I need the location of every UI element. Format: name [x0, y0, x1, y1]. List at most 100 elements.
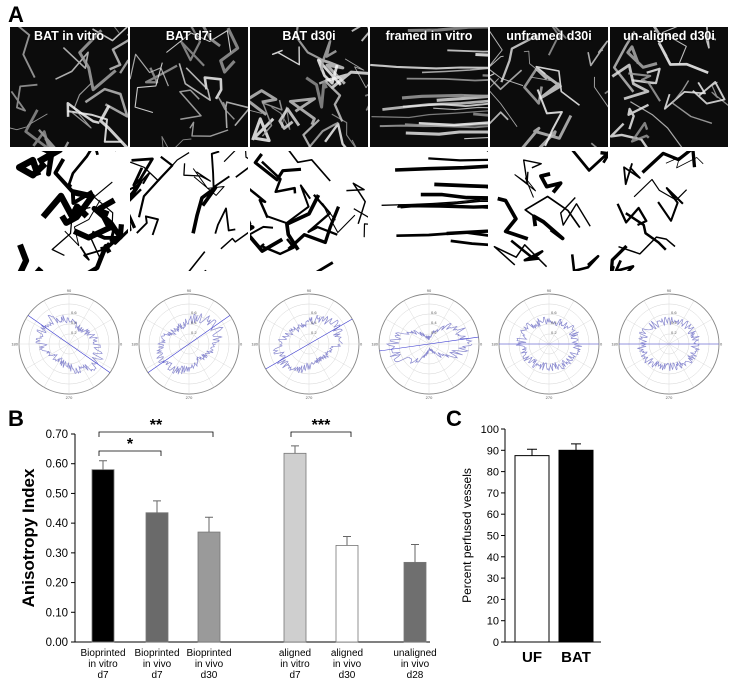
polar-tick-label: 270 [186, 395, 193, 400]
binarized-vessels [15, 151, 128, 271]
tile-label: un-aligned d30i [623, 29, 715, 43]
significance-bracket [290, 431, 352, 437]
polar-plot: 90 270 180 0 0.2 0.4 0.6 [371, 288, 483, 400]
x-tick-label: aligned [279, 648, 311, 659]
y-tick-label: 10 [487, 616, 499, 628]
polar-tick-label: 0.2 [671, 330, 677, 335]
x-tick-label: d30 [201, 670, 218, 681]
significance-label: * [127, 436, 134, 453]
bar [514, 455, 550, 643]
y-tick-label: 0.70 [46, 429, 68, 441]
y-tick-label: 0.00 [46, 637, 68, 649]
anisotropy-bar-chart: 0.00 0.10 0.20 0.30 0.40 0.50 0.60 0.70 Anisotro… [19, 417, 437, 681]
x-tick-label: d7 [97, 670, 109, 681]
x-tick-label: in vivo [333, 659, 362, 670]
x-tick-label: in vitro [88, 659, 118, 670]
bar [91, 469, 115, 643]
micrograph-tile: un-aligned d30i [610, 27, 728, 147]
polar-tick-label: 180 [491, 342, 498, 347]
bar [145, 512, 169, 643]
polar-plot: 90 270 180 0 0.2 0.4 0.6 [491, 288, 603, 400]
micrograph-vessels [130, 27, 248, 147]
x-tick-label: d28 [407, 670, 424, 681]
micrograph-vessels [610, 27, 728, 147]
x-tick-label: in vitro [280, 659, 310, 670]
polar-tick-label: 0 [240, 342, 243, 347]
panel-a-label: A [8, 2, 24, 27]
polar-tick-label: 0.2 [71, 330, 77, 335]
panel-c-label: C [446, 406, 462, 431]
micrograph-tile: BAT d7i [130, 27, 248, 147]
y-tick-label: 0.50 [46, 488, 68, 500]
polar-tick-label: 0.2 [551, 330, 557, 335]
tile-label: framed in vitro [385, 29, 473, 43]
x-tick-label: d7 [151, 670, 163, 681]
bar [197, 531, 221, 643]
polar-tick-label: 180 [371, 342, 378, 347]
x-tick-label: aligned [331, 648, 363, 659]
x-tick-label: Bioprinted [134, 648, 179, 659]
panel-b-label: B [8, 406, 24, 431]
polar-tick-label: 0.4 [551, 320, 557, 325]
binarized-tile [10, 151, 128, 271]
error-bar [205, 516, 213, 533]
micrograph-vessels [250, 27, 368, 147]
polar-tick-label: 90 [67, 288, 72, 293]
tile-label: BAT d7i [165, 29, 213, 43]
tile-label: unframed d30i [506, 29, 592, 43]
binarized-vessels [250, 151, 368, 271]
x-tick-label: Bioprinted [80, 648, 125, 659]
y-axis-title: Anisotropy Index [19, 468, 38, 607]
bar [403, 561, 427, 643]
micrograph-vessels [490, 27, 608, 147]
polar-tick-label: 0 [360, 342, 363, 347]
binarized-tile [610, 151, 728, 271]
micrograph-tile: framed in vitro [370, 27, 488, 147]
y-tick-label: 20 [487, 594, 499, 606]
error-bar [99, 460, 107, 470]
micrograph-vessels [370, 27, 488, 140]
perfused-vessels-bar-chart: 0 10 20 30 40 50 60 70 80 90 100 Percent perfused v… [460, 424, 601, 666]
polar-tick-label: 0.2 [191, 330, 197, 335]
micrograph-vessels [10, 27, 128, 147]
polar-tick-label: 180 [251, 342, 258, 347]
x-tick-label: d30 [339, 670, 356, 681]
polar-plot: 90 270 180 0 0.2 0.4 0.6 [251, 288, 363, 400]
tile-label: BAT in vitro [34, 29, 104, 43]
binarized-vessels [130, 151, 248, 271]
polar-tick-label: 0.6 [551, 310, 557, 315]
binarized-tile [490, 151, 608, 271]
error-bar [411, 544, 419, 563]
polar-tick-label: 0 [720, 342, 723, 347]
polar-tick-label: 0 [480, 342, 483, 347]
y-tick-label: 0.10 [46, 607, 68, 619]
x-tick-label: Bioprinted [186, 648, 231, 659]
polar-tick-label: 270 [546, 395, 553, 400]
error-bar [291, 445, 299, 454]
y-tick-label: 40 [487, 552, 499, 564]
significance-bracket [98, 450, 162, 456]
y-tick-label: 0.20 [46, 578, 68, 590]
y-tick-label: 50 [487, 531, 499, 543]
significance-bracket [98, 431, 214, 437]
y-axis-title: Percent perfused vessels [460, 468, 474, 603]
polar-tick-label: 0.2 [431, 330, 437, 335]
micrograph-tile: unframed d30i [490, 27, 608, 147]
polar-tick-label: 0 [600, 342, 603, 347]
polar-tick-label: 0.6 [311, 310, 317, 315]
polar-tick-label: 0.4 [191, 320, 197, 325]
polar-tick-label: 180 [131, 342, 138, 347]
polar-plot: 90 270 180 0 0.2 0.4 0.6 [11, 288, 123, 400]
binarized-tile [130, 151, 248, 271]
x-tick-label: in vivo [195, 659, 224, 670]
binarized-tile [370, 151, 488, 271]
error-bar [343, 536, 351, 546]
polar-plot: 90 270 180 0 0.2 0.4 0.6 [611, 288, 723, 400]
y-tick-label: 30 [487, 573, 499, 585]
y-tick-label: 0 [493, 637, 499, 649]
polar-tick-label: 0.6 [191, 310, 197, 315]
polar-tick-label: 90 [187, 288, 192, 293]
y-tick-label: 80 [487, 467, 499, 479]
polar-tick-label: 90 [307, 288, 312, 293]
x-tick-label: in vivo [143, 659, 172, 670]
